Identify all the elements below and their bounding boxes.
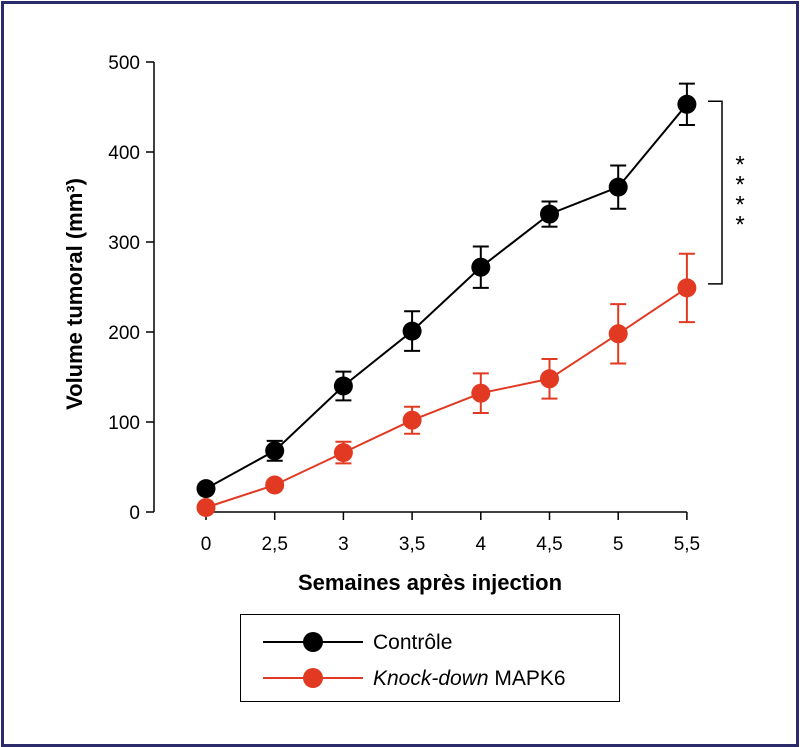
significance-bracket: **** xyxy=(708,100,745,285)
x-tick-label: 3 xyxy=(338,534,349,555)
y-tick-label: 0 xyxy=(129,503,140,524)
series-layer xyxy=(196,82,697,517)
data-point xyxy=(471,257,491,277)
legend-marker-knockdown xyxy=(303,668,323,688)
significance-star: * xyxy=(735,172,744,199)
data-point xyxy=(471,383,491,403)
legend-label-knockdown-italic: Knock-down xyxy=(373,667,489,690)
series-1 xyxy=(196,252,697,517)
significance-star: * xyxy=(735,212,744,239)
legend-item-controle: Contrôle xyxy=(241,627,619,657)
y-tick-label: 200 xyxy=(108,323,140,344)
data-point xyxy=(196,498,216,517)
data-point xyxy=(677,278,697,298)
data-point xyxy=(402,410,422,430)
data-point xyxy=(333,376,353,396)
x-tick-label: 5 xyxy=(613,534,624,555)
axes: 0 100 200 300 400 500 0 2,5 3 3,5 4 4,5 5 5,5 xyxy=(108,53,700,555)
y-tick-label: 400 xyxy=(108,143,140,164)
x-tick-label: 0 xyxy=(201,534,212,555)
legend-label-controle: Contrôle xyxy=(373,631,453,654)
legend-label-knockdown-gene: MAPK6 xyxy=(494,667,566,690)
series-0 xyxy=(196,82,697,499)
y-tick-label: 100 xyxy=(108,413,140,434)
x-axis-title: Semaines après injection xyxy=(298,570,562,595)
bracket-line xyxy=(708,100,723,285)
y-tick-label: 300 xyxy=(108,233,140,254)
data-point xyxy=(677,94,697,114)
legend: Contrôle Knock-down MAPK6 xyxy=(240,614,620,702)
series-line xyxy=(205,103,688,490)
x-tick-label: 3,5 xyxy=(399,534,425,555)
y-tick-label: 500 xyxy=(108,53,140,74)
legend-label-knockdown: Knock-down MAPK6 xyxy=(373,667,566,691)
data-point xyxy=(265,475,285,495)
data-point xyxy=(196,479,216,499)
x-tick-label: 4 xyxy=(476,534,487,555)
data-point xyxy=(333,443,353,463)
series-line xyxy=(205,287,688,509)
legend-item-knockdown: Knock-down MAPK6 xyxy=(241,663,619,693)
y-axis-title: Volume tumoral (mm³) xyxy=(62,178,87,410)
data-point xyxy=(402,321,422,341)
line-chart: 0 100 200 300 400 500 0 2,5 3 3,5 4 4,5 5 5,5 Semaine… xyxy=(62,53,745,595)
significance-star: * xyxy=(735,152,744,179)
data-point xyxy=(608,324,628,344)
data-point xyxy=(608,177,628,197)
x-tick-label: 2,5 xyxy=(261,534,287,555)
x-tick-label: 5,5 xyxy=(674,534,700,555)
x-tick-label: 4,5 xyxy=(536,534,562,555)
legend-marker-controle xyxy=(303,632,323,652)
data-point xyxy=(540,369,559,389)
data-point xyxy=(540,204,559,224)
data-point xyxy=(265,441,285,461)
significance-star: * xyxy=(735,192,744,219)
